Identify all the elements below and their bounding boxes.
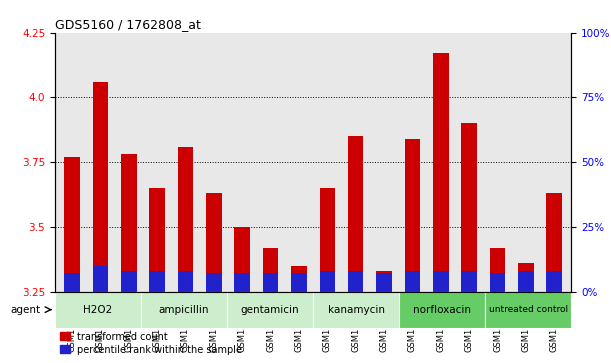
Bar	[376, 271, 392, 291]
Bar	[178, 271, 193, 291]
Bar	[404, 139, 420, 291]
Bar	[433, 271, 448, 291]
Bar	[313, 291, 399, 328]
Bar	[149, 188, 165, 291]
Bar	[149, 271, 165, 291]
Bar	[93, 82, 108, 291]
Text: H2O2: H2O2	[83, 305, 112, 315]
Bar	[490, 273, 505, 291]
Bar	[376, 273, 392, 291]
Bar	[518, 263, 533, 291]
Bar	[263, 248, 279, 291]
Bar	[64, 273, 80, 291]
Bar	[399, 291, 485, 328]
Bar	[291, 273, 307, 291]
Legend: transformed count, percentile rank within the sample: transformed count, percentile rank withi…	[60, 331, 243, 355]
Bar	[55, 291, 141, 328]
Bar	[485, 291, 571, 328]
Bar	[235, 273, 250, 291]
Bar	[206, 193, 222, 291]
Bar	[320, 188, 335, 291]
Bar	[291, 266, 307, 291]
Text: untreated control: untreated control	[489, 305, 568, 314]
Bar	[93, 266, 108, 291]
Text: norfloxacin: norfloxacin	[413, 305, 471, 315]
Bar	[348, 271, 364, 291]
Bar	[235, 227, 250, 291]
Bar	[404, 271, 420, 291]
Bar	[206, 273, 222, 291]
Bar	[121, 271, 136, 291]
Bar	[121, 154, 136, 291]
Bar	[263, 273, 279, 291]
Text: kanamycin: kanamycin	[327, 305, 385, 315]
Text: GDS5160 / 1762808_at: GDS5160 / 1762808_at	[55, 19, 201, 32]
Text: agent: agent	[10, 305, 41, 315]
Bar	[461, 123, 477, 291]
Bar	[320, 271, 335, 291]
Bar	[546, 271, 562, 291]
Text: ampicillin: ampicillin	[159, 305, 210, 315]
Bar	[433, 53, 448, 291]
Bar	[461, 271, 477, 291]
Bar	[546, 193, 562, 291]
Bar	[141, 291, 227, 328]
Bar	[178, 147, 193, 291]
Bar	[490, 248, 505, 291]
Text: gentamicin: gentamicin	[241, 305, 299, 315]
Bar	[348, 136, 364, 291]
Bar	[64, 157, 80, 291]
Bar	[227, 291, 313, 328]
Bar	[518, 271, 533, 291]
